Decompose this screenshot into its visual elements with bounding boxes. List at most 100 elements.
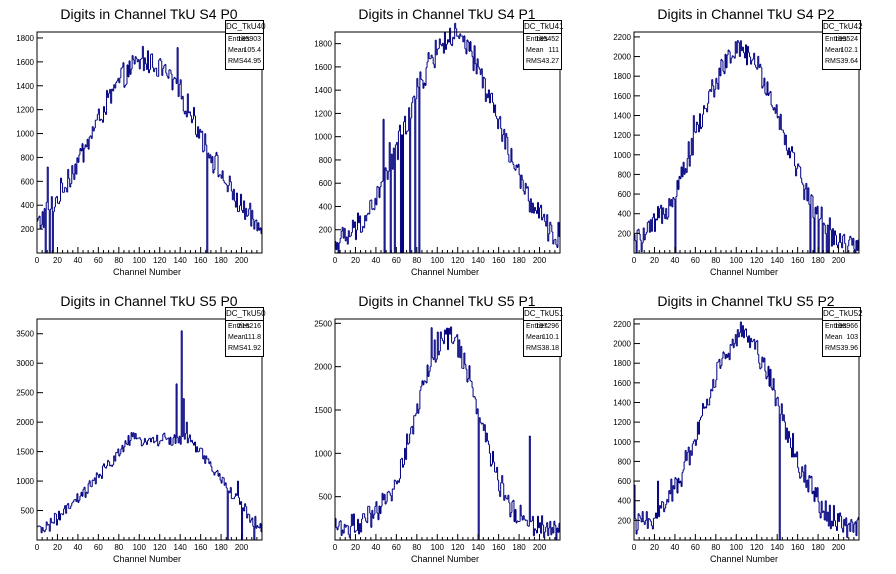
histogram-plot: 0 20 40 60 80 100 120 140 160 180 200 200 400 600 800 1…	[613, 31, 860, 265]
stats-histogram-name: DC_TkU42	[823, 21, 863, 34]
x-tick-label: 0	[35, 256, 40, 265]
stats-label: Mean	[825, 47, 843, 54]
x-tick-label: 40	[73, 256, 82, 265]
x-tick-label: 40	[670, 256, 679, 265]
stats-value: 110.1	[542, 334, 559, 341]
x-tick-label: 40	[73, 543, 82, 552]
stats-histogram-name: DC_TkU52	[823, 308, 863, 321]
histogram-pad: Digits in Channel TkU S4 P1 0 20 40 60 80 100 1…	[298, 0, 596, 287]
stats-box: DC_TkU52 Entries 198966 Mean 103 RMS 39.96	[822, 307, 863, 357]
stats-row-rms: RMS 39.96	[825, 343, 858, 354]
x-tick-label: 80	[114, 543, 123, 552]
y-tick-label: 200	[21, 225, 35, 234]
stats-value: 38.18	[541, 345, 559, 352]
y-tick-label: 1000	[613, 438, 631, 447]
stats-value: 102.1	[840, 47, 858, 54]
x-tick-label: 200	[832, 256, 846, 265]
y-tick-label: 500	[319, 493, 333, 502]
stats-value: 103	[846, 334, 858, 341]
x-tick-label: 160	[194, 543, 208, 552]
stats-label: Mean	[228, 334, 246, 341]
chart-title: Digits in Channel TkU S4 P2	[657, 6, 835, 22]
stats-row-entries: Entries 199524	[825, 34, 858, 45]
stats-label: Entries	[825, 36, 847, 43]
x-tick-label: 140	[472, 543, 486, 552]
y-tick-label: 1000	[314, 133, 332, 142]
histogram-pad: Digits in Channel TkU S5 P0 0 20 40 60 80 100 1…	[0, 287, 298, 574]
stats-label: RMS	[228, 345, 244, 352]
x-tick-label: 140	[771, 256, 785, 265]
x-tick-label: 100	[431, 256, 445, 265]
y-tick-label: 1600	[16, 58, 34, 67]
y-tick-label: 1400	[613, 398, 631, 407]
stats-row-entries: Entries 216216	[228, 321, 261, 332]
x-tick-label: 180	[811, 543, 825, 552]
x-tick-label: 60	[691, 256, 700, 265]
stats-row-entries: Entries 185452	[526, 34, 559, 45]
stats-histogram-name: DC_TkU51	[524, 308, 564, 321]
y-tick-label: 1000	[16, 477, 34, 486]
y-tick-label: 600	[618, 190, 632, 199]
chart-title: Digits in Channel TkU S5 P2	[657, 293, 835, 309]
x-axis-label: Channel Number	[710, 267, 779, 277]
x-tick-label: 100	[133, 543, 147, 552]
x-tick-label: 100	[133, 256, 147, 265]
histogram-plot: 0 20 40 60 80 100 120 140 160 180 200 200 400 600 800 1…	[613, 318, 860, 552]
histogram-pad: Digits in Channel TkU S5 P1 0 20 40 60 80 100 1…	[298, 287, 596, 574]
x-tick-label: 0	[632, 256, 637, 265]
stats-box: DC_TkU41 Entries 185452 Mean 111 RMS 43.27	[523, 20, 564, 70]
stats-box: DC_TkU40 Entries 185903 Mean 105.4 RMS 44.95	[225, 20, 266, 70]
stats-histogram-name: DC_TkU40	[226, 21, 266, 34]
y-tick-label: 1400	[16, 82, 34, 91]
stats-label: RMS	[526, 345, 542, 352]
x-tick-label: 180	[512, 256, 526, 265]
stats-label: Entries	[228, 323, 250, 330]
x-tick-label: 60	[94, 256, 103, 265]
y-tick-label: 1600	[314, 63, 332, 72]
y-tick-label: 800	[618, 457, 632, 466]
x-tick-label: 160	[791, 543, 805, 552]
x-tick-label: 0	[333, 256, 338, 265]
y-tick-label: 400	[618, 497, 632, 506]
y-tick-label: 1000	[314, 449, 332, 458]
x-tick-label: 20	[650, 543, 659, 552]
y-tick-label: 200	[618, 229, 632, 238]
x-tick-label: 20	[351, 256, 360, 265]
stats-value: 185452	[535, 36, 559, 43]
stats-value: 43.27	[541, 58, 559, 65]
y-tick-label: 2500	[16, 389, 34, 398]
x-axis-label: Channel Number	[113, 267, 182, 277]
y-tick-label: 800	[21, 153, 35, 162]
y-tick-label: 600	[21, 177, 35, 186]
y-tick-label: 2000	[314, 363, 332, 372]
y-tick-label: 2200	[613, 320, 631, 329]
stats-row-entries: Entries 198966	[825, 321, 858, 332]
stats-label: RMS	[526, 58, 542, 65]
stats-row-entries: Entries 197296	[526, 321, 559, 332]
histogram-pad: Digits in Channel TkU S5 P2 0 20 40 60 80 100 1…	[597, 287, 895, 574]
y-tick-label: 2200	[613, 33, 631, 42]
y-tick-label: 800	[319, 156, 333, 165]
stats-row-rms: RMS 44.95	[228, 56, 261, 67]
stats-label: Mean	[825, 334, 843, 341]
stats-histogram-name: DC_TkU41	[524, 21, 564, 34]
y-tick-label: 1200	[613, 418, 631, 427]
x-tick-label: 40	[371, 256, 380, 265]
x-tick-label: 60	[392, 543, 401, 552]
y-tick-label: 1400	[314, 86, 332, 95]
x-tick-label: 120	[451, 256, 465, 265]
x-tick-label: 140	[472, 256, 486, 265]
x-tick-label: 160	[791, 256, 805, 265]
x-tick-label: 0	[35, 543, 40, 552]
x-tick-label: 100	[730, 256, 744, 265]
histogram-plot: 0 20 40 60 80 100 120 140 160 180 200 200 400 600 800 1…	[16, 31, 263, 265]
x-tick-label: 80	[412, 256, 421, 265]
y-tick-label: 1200	[16, 106, 34, 115]
chart-title: Digits in Channel TkU S5 P0	[60, 293, 238, 309]
y-tick-label: 1800	[613, 72, 631, 81]
stats-label: Mean	[526, 47, 544, 54]
stats-label: Entries	[825, 323, 847, 330]
y-tick-label: 400	[618, 210, 632, 219]
x-tick-label: 120	[153, 543, 167, 552]
stats-value: 199524	[834, 36, 858, 43]
